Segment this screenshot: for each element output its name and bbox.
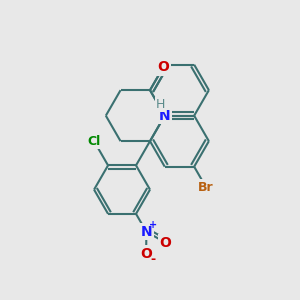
Text: H: H <box>156 98 165 111</box>
Text: Cl: Cl <box>87 135 101 148</box>
Text: O: O <box>160 236 172 250</box>
Text: O: O <box>157 60 169 74</box>
Text: -: - <box>150 253 155 266</box>
Text: N: N <box>140 225 152 239</box>
Text: +: + <box>149 220 157 230</box>
Text: N: N <box>159 109 170 123</box>
Text: O: O <box>140 247 152 261</box>
Text: Br: Br <box>198 181 214 194</box>
